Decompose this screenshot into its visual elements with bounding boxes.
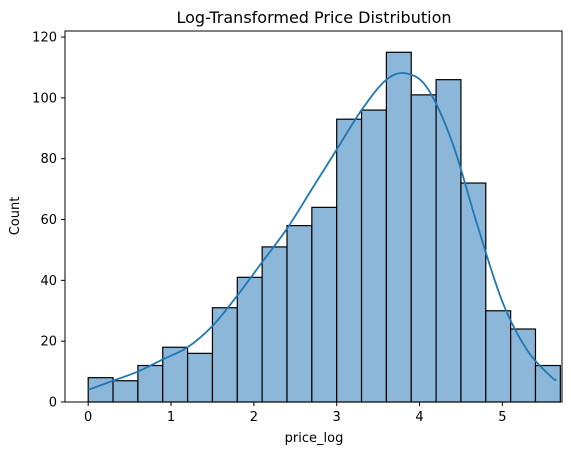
histogram-bar — [311, 206, 338, 403]
plot-frame — [64, 30, 563, 403]
histogram-bar — [360, 109, 387, 403]
y-tick-label: 60 — [40, 213, 57, 228]
y-tick-label: 40 — [40, 274, 57, 289]
histogram-bar — [162, 346, 189, 403]
histogram-bar — [510, 328, 537, 403]
x-axis-ticks: 0 1 2 3 4 5 — [84, 402, 507, 425]
x-tick-label: 1 — [167, 410, 175, 425]
x-axis-label: price_log — [285, 431, 344, 446]
histogram-bar — [236, 276, 263, 403]
y-tick-label: 120 — [32, 31, 57, 46]
histogram-bar — [460, 182, 487, 403]
x-tick-label: 5 — [498, 410, 506, 425]
bars-group — [87, 51, 561, 403]
x-tick-label: 3 — [333, 410, 341, 425]
histogram-bar — [211, 307, 238, 403]
histogram-bar — [410, 94, 437, 403]
kde-group — [87, 72, 558, 391]
x-tick-label: 2 — [250, 410, 258, 425]
x-tick-label: 0 — [84, 410, 92, 425]
histogram-bar — [261, 246, 288, 403]
y-tick-label: 80 — [40, 152, 57, 167]
y-tick-label: 0 — [49, 396, 57, 411]
histogram-bar — [112, 380, 139, 403]
y-tick-label: 20 — [40, 335, 57, 350]
histogram-bar — [435, 79, 462, 403]
x-tick-label: 4 — [415, 410, 423, 425]
y-axis-ticks: 0 20 40 60 80 100 120 — [32, 31, 65, 411]
y-tick-label: 100 — [32, 91, 57, 106]
histogram-bar — [186, 352, 214, 403]
histogram-bar — [485, 310, 512, 403]
chart-title: Log-Transformed Price Distribution — [176, 8, 451, 27]
y-axis-label: Count — [8, 197, 23, 236]
histogram-bar — [286, 225, 313, 403]
histogram-bar — [385, 51, 412, 403]
histogram-bar — [137, 364, 164, 403]
histogram-bar — [534, 364, 561, 403]
histogram-bar — [336, 118, 363, 403]
kde-curve — [87, 72, 558, 391]
